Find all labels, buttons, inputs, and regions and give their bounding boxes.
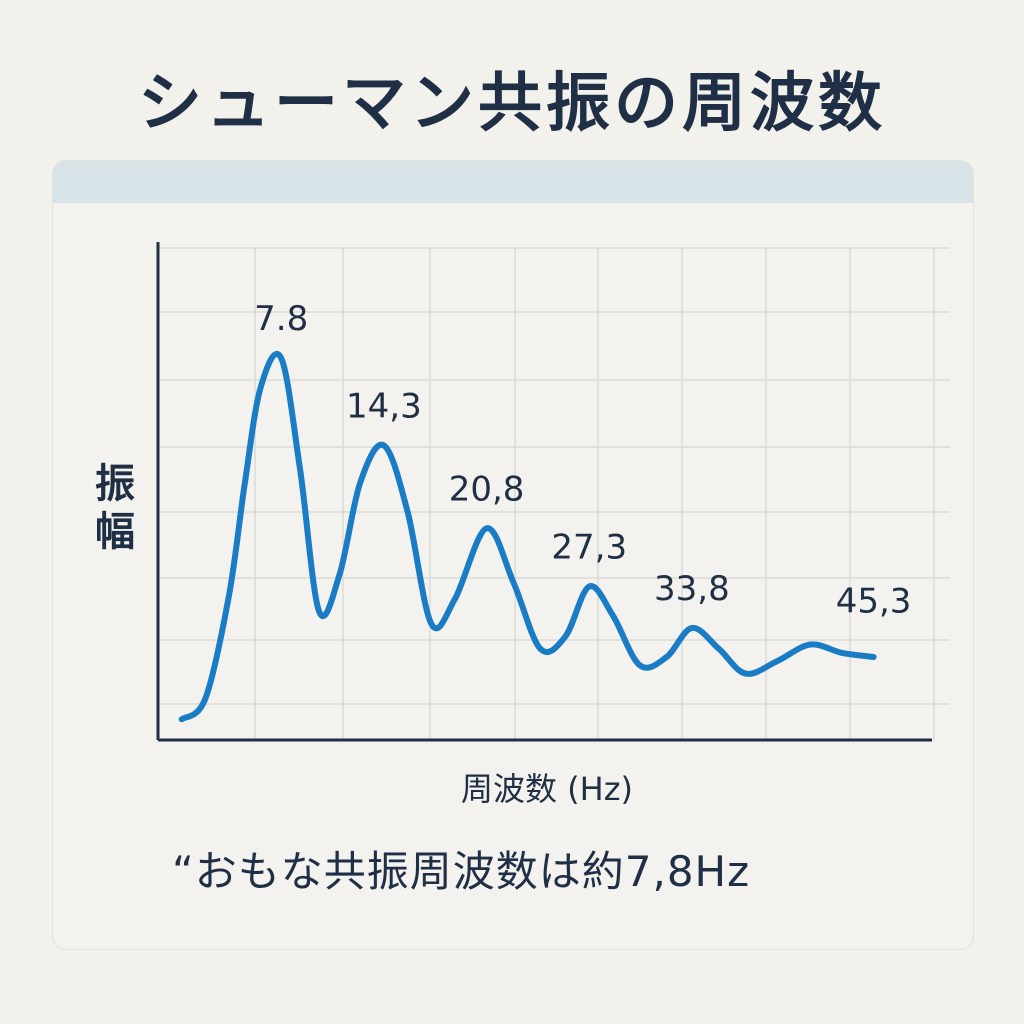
- chart-axes: [156, 242, 932, 742]
- peak-label: 33,8: [654, 569, 730, 609]
- peak-label: 14,3: [346, 386, 422, 426]
- peak-label: 7.8: [254, 299, 308, 339]
- y-axis-label: 振幅: [95, 461, 135, 555]
- grid-lines: [158, 247, 950, 740]
- card-header-bar: [53, 161, 973, 203]
- footnote: “おもな共振周波数は約7,8Hz: [172, 847, 751, 896]
- peak-label: 45,3: [836, 581, 912, 621]
- series-line: [178, 351, 877, 723]
- peak-label: 27,3: [551, 527, 627, 567]
- peak-labels: 7.8 14,3 20,8 27,3 33,8 45,3: [254, 299, 911, 621]
- peak-label: 20,8: [449, 469, 525, 509]
- page-title: シューマン共振の周波数: [138, 67, 886, 141]
- chart-card: [52, 160, 974, 950]
- x-axis-label: 周波数 (Hz): [460, 770, 633, 808]
